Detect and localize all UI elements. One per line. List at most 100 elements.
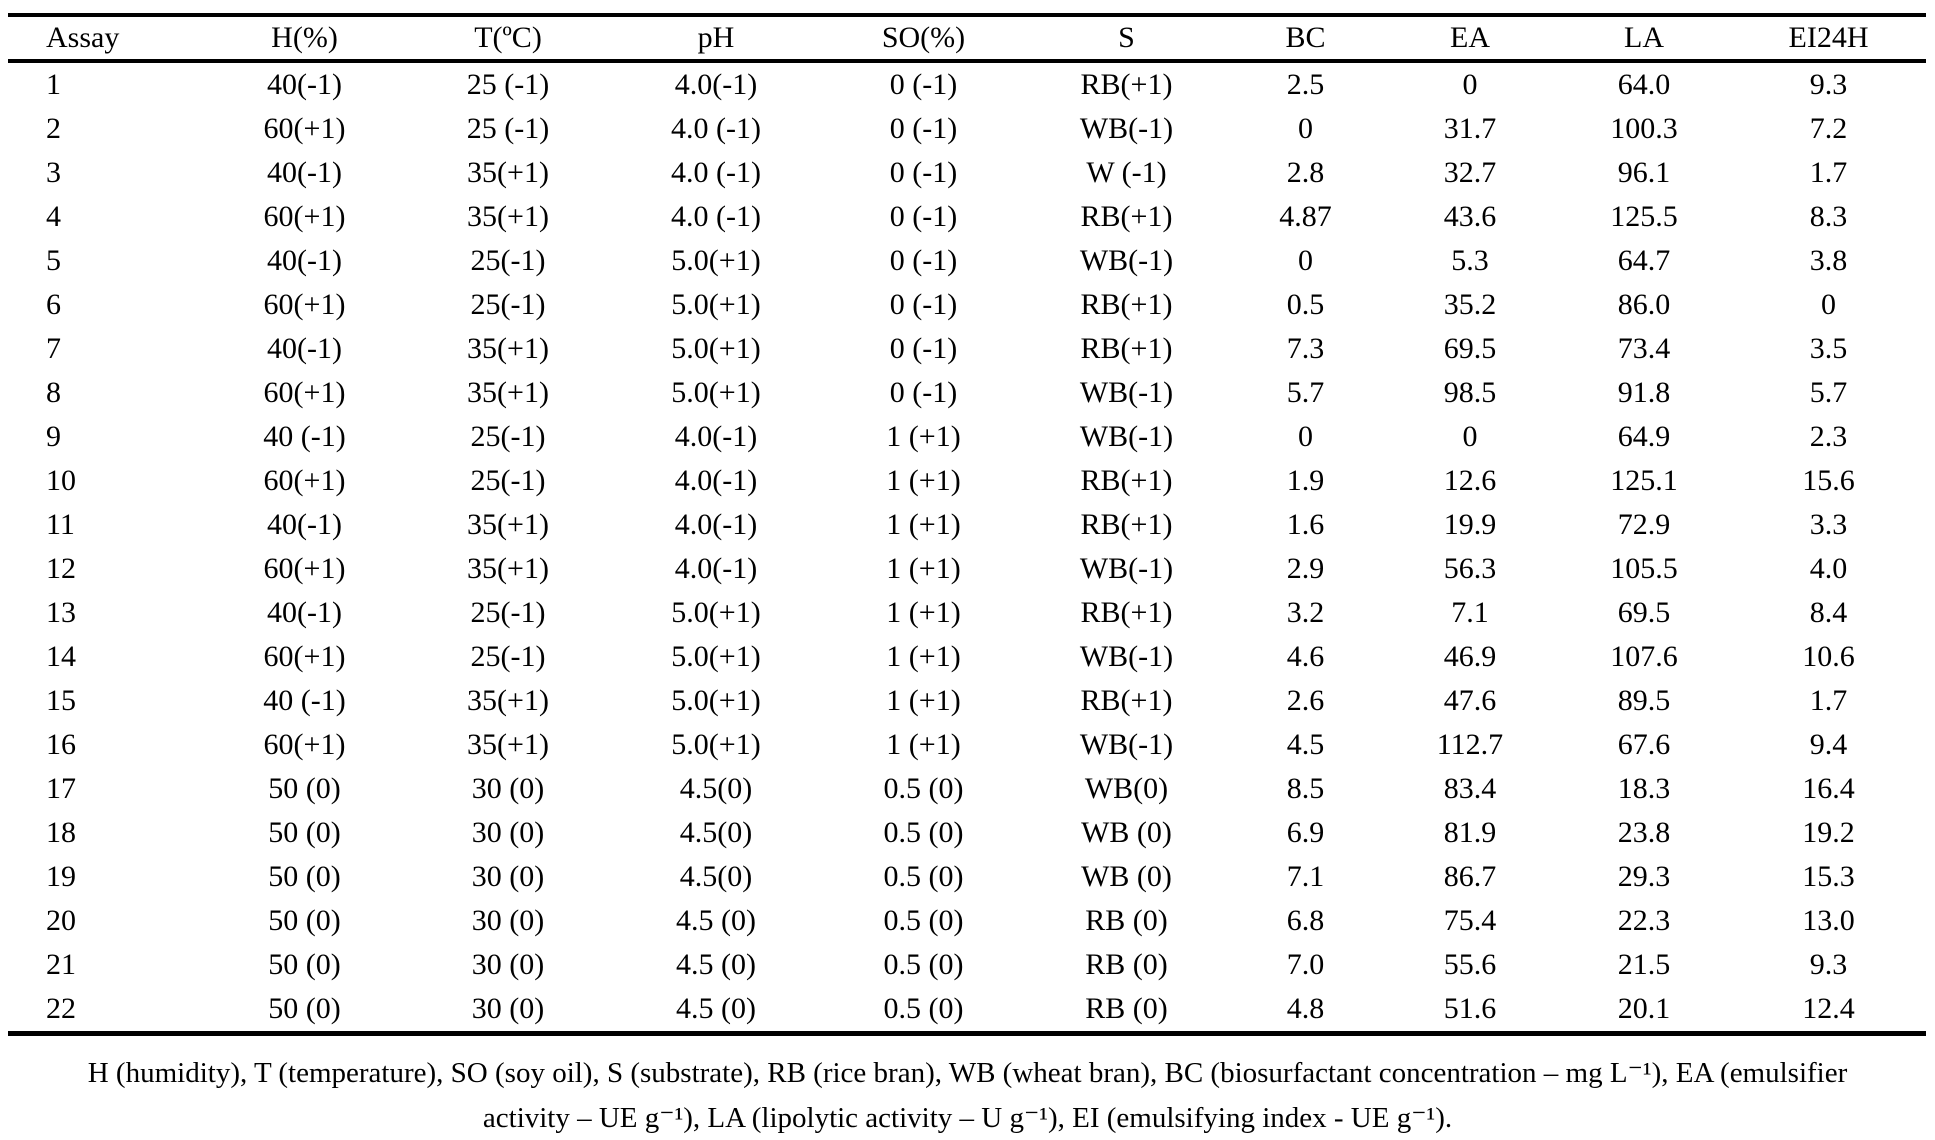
table-row: 1 40(-1) 25 (-1) 4.0(-1) 0 (-1) RB(+1) 2.5 0 64.… (8, 61, 1926, 107)
cell-h-percent: 60(+1) (263, 728, 346, 761)
cell-so-percent: 0 (-1) (889, 112, 958, 145)
cell-ei24h: 16.4 (1802, 772, 1855, 805)
cell-t-celsius: 25(-1) (470, 420, 546, 453)
cell-substrate: RB(+1) (1080, 596, 1173, 629)
cell-assay: 19 (46, 860, 76, 893)
cell-substrate: RB(+1) (1080, 200, 1173, 233)
cell-ph: 4.5(0) (679, 860, 753, 893)
column-header-so-percent: SO(%) (822, 13, 1025, 63)
cell-ei24h: 4.0 (1809, 552, 1848, 585)
cell-ea: 75.4 (1443, 904, 1497, 937)
cell-bc: 0 (1298, 112, 1313, 145)
cell-assay: 14 (46, 640, 76, 673)
cell-t-celsius: 25 (-1) (466, 112, 550, 145)
cell-substrate: W (-1) (1086, 156, 1167, 189)
cell-ei24h: 5.7 (1809, 376, 1848, 409)
cell-assay: 7 (46, 332, 61, 365)
table-row: 4 60(+1) 35(+1) 4.0 (-1) 0 (-1) RB(+1) 4.87 43.… (8, 195, 1926, 239)
cell-ea: 12.6 (1443, 464, 1497, 497)
cell-so-percent: 1 (+1) (886, 640, 961, 673)
table-row: 12 60(+1) 35(+1) 4.0(-1) 1 (+1) WB(-1) 2.9 56.3… (8, 547, 1926, 591)
cell-bc: 4.6 (1286, 640, 1325, 673)
cell-bc: 0 (1298, 244, 1313, 277)
header-row: Assay H(%) T(ºC) pH SO(%) S BC EA LA EI2… (8, 13, 1926, 63)
cell-h-percent: 50 (0) (268, 860, 341, 893)
cell-h-percent: 40 (-1) (263, 420, 346, 453)
cell-ph: 4.5(0) (679, 772, 753, 805)
cell-so-percent: 1 (+1) (886, 508, 961, 541)
cell-ei24h: 8.4 (1809, 596, 1848, 629)
table-footnote: H (humidity), T (temperature), SO (soy o… (0, 1051, 1935, 1140)
table-row: 5 40(-1) 25(-1) 5.0(+1) 0 (-1) WB(-1) 0 5.3 64.7… (8, 239, 1926, 283)
cell-ei24h: 3.5 (1809, 332, 1848, 365)
cell-substrate: WB(0) (1084, 772, 1169, 805)
cell-bc: 4.87 (1279, 200, 1332, 233)
cell-ea: 31.7 (1443, 112, 1497, 145)
cell-t-celsius: 35(+1) (467, 156, 549, 189)
cell-ei24h: 0 (1821, 288, 1836, 321)
cell-ei24h: 19.2 (1802, 816, 1855, 849)
cell-so-percent: 0 (-1) (889, 68, 958, 101)
table-row: 15 40 (-1) 35(+1) 5.0(+1) 1 (+1) RB(+1) 2.6 47.… (8, 679, 1926, 723)
cell-h-percent: 40(-1) (267, 156, 342, 189)
cell-ea: 0 (1462, 420, 1478, 453)
cell-la: 23.8 (1617, 816, 1671, 849)
cell-ea: 35.2 (1443, 288, 1497, 321)
cell-substrate: RB (0) (1085, 948, 1168, 981)
cell-t-celsius: 35(+1) (467, 728, 549, 761)
cell-la: 125.1 (1610, 464, 1678, 497)
cell-assay: 1 (46, 68, 61, 101)
cell-ea: 46.9 (1443, 640, 1497, 673)
cell-substrate: WB (0) (1081, 816, 1172, 849)
cell-la: 64.0 (1617, 68, 1671, 101)
cell-substrate: WB(-1) (1079, 244, 1174, 277)
cell-t-celsius: 35(+1) (467, 200, 549, 233)
cell-la: 21.5 (1617, 948, 1671, 981)
cell-ei24h: 2.3 (1809, 420, 1848, 453)
cell-ph: 4.0 (-1) (671, 156, 761, 189)
column-header-la: LA (1557, 13, 1731, 63)
column-header-ph: pH (610, 13, 822, 63)
cell-assay: 18 (46, 816, 76, 849)
table-row: 8 60(+1) 35(+1) 5.0(+1) 0 (-1) WB(-1) 5.7 98.5 9… (8, 371, 1926, 415)
table-row: 7 40(-1) 35(+1) 5.0(+1) 0 (-1) RB(+1) 7.3 69.5 7… (8, 327, 1926, 371)
cell-so-percent: 0 (-1) (889, 332, 958, 365)
cell-la: 100.3 (1610, 112, 1678, 145)
cell-ph: 5.0(+1) (671, 728, 761, 761)
column-header-ea: EA (1383, 13, 1557, 63)
cell-ea: 112.7 (1436, 728, 1504, 761)
cell-ph: 4.0(-1) (674, 552, 758, 585)
cell-ph: 4.5 (0) (676, 948, 756, 981)
cell-assay: 16 (46, 728, 76, 761)
cell-assay: 17 (46, 772, 76, 805)
cell-ph: 5.0(+1) (671, 288, 761, 321)
column-header-h-percent: H(%) (203, 13, 406, 63)
cell-ph: 4.0 (-1) (671, 112, 761, 145)
cell-substrate: RB (0) (1025, 987, 1228, 1036)
cell-h-percent: 60(+1) (263, 376, 346, 409)
cell-la: 67.6 (1617, 728, 1671, 761)
cell-so-percent: 0 (-1) (889, 156, 958, 189)
cell-la: 64.9 (1617, 420, 1671, 453)
cell-bc: 3.2 (1286, 596, 1325, 629)
cell-ea: 81.9 (1443, 816, 1497, 849)
table-row: 21 50 (0) 30 (0) 4.5 (0) 0.5 (0) RB (0) 7.0 55.… (8, 943, 1926, 987)
cell-bc: 2.6 (1286, 684, 1325, 717)
cell-substrate: RB(+1) (1080, 68, 1173, 101)
cell-bc: 2.8 (1286, 156, 1325, 189)
cell-ea: 0 (1462, 68, 1478, 101)
cell-so-percent: 0 (-1) (889, 200, 958, 233)
cell-la: 22.3 (1617, 904, 1671, 937)
cell-assay: 20 (46, 904, 76, 937)
cell-so-percent: 1 (+1) (886, 596, 961, 629)
cell-ei24h: 15.3 (1802, 860, 1855, 893)
table-header: Assay H(%) T(ºC) pH SO(%) S BC EA LA EI2… (8, 13, 1926, 63)
cell-ea: 5.3 (1451, 244, 1489, 277)
column-header-substrate: S (1025, 13, 1228, 63)
cell-substrate: WB(-1) (1079, 640, 1174, 673)
cell-ei24h: 13.0 (1802, 904, 1855, 937)
experimental-design-table: Assay H(%) T(ºC) pH SO(%) S BC EA LA EI2… (8, 13, 1926, 1036)
table-row: 22 50 (0) 30 (0) 4.5 (0) 0.5 (0) RB (0) 4.8 51.… (8, 987, 1926, 1036)
cell-t-celsius: 35(+1) (467, 684, 549, 717)
cell-t-celsius: 25(-1) (470, 464, 546, 497)
